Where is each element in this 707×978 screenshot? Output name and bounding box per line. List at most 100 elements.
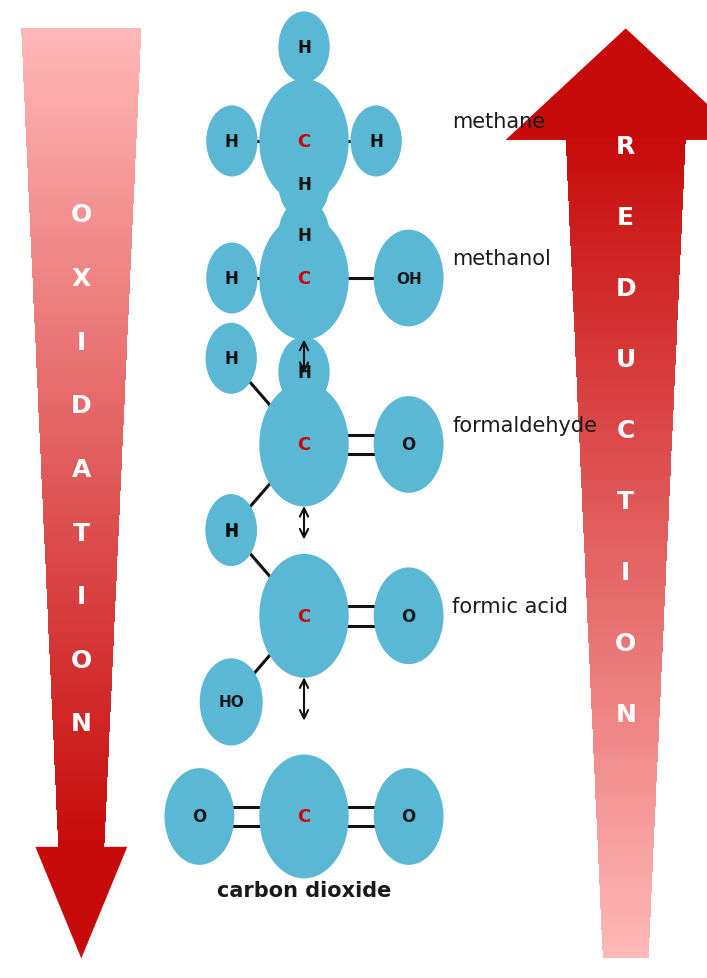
Polygon shape: [40, 430, 123, 434]
Polygon shape: [31, 250, 132, 254]
Polygon shape: [40, 434, 123, 438]
Polygon shape: [588, 640, 663, 644]
Circle shape: [374, 769, 443, 865]
Polygon shape: [595, 782, 657, 786]
Polygon shape: [53, 729, 110, 733]
Circle shape: [374, 231, 443, 327]
Polygon shape: [27, 160, 136, 164]
Polygon shape: [568, 178, 684, 182]
Polygon shape: [588, 627, 663, 632]
Polygon shape: [54, 757, 108, 761]
Polygon shape: [588, 619, 664, 623]
Text: H: H: [297, 176, 311, 194]
Polygon shape: [57, 830, 105, 834]
Polygon shape: [578, 403, 674, 407]
Polygon shape: [24, 99, 139, 103]
Polygon shape: [52, 716, 110, 720]
Text: H: H: [297, 227, 311, 244]
Polygon shape: [579, 435, 672, 439]
Polygon shape: [25, 119, 137, 123]
Polygon shape: [57, 802, 106, 806]
Polygon shape: [57, 819, 105, 822]
Polygon shape: [575, 349, 676, 353]
Polygon shape: [49, 655, 113, 659]
Polygon shape: [577, 390, 674, 394]
Polygon shape: [36, 356, 127, 361]
Polygon shape: [38, 401, 124, 406]
Text: I: I: [76, 585, 86, 608]
Polygon shape: [601, 917, 650, 921]
Polygon shape: [23, 78, 139, 82]
Polygon shape: [581, 472, 670, 476]
Polygon shape: [585, 557, 667, 562]
Polygon shape: [42, 479, 121, 483]
Polygon shape: [47, 610, 115, 614]
Polygon shape: [36, 361, 127, 365]
Polygon shape: [583, 521, 668, 525]
Text: D: D: [615, 277, 636, 300]
Polygon shape: [591, 701, 660, 705]
Polygon shape: [33, 279, 130, 283]
Polygon shape: [38, 410, 124, 414]
Polygon shape: [47, 585, 116, 590]
Polygon shape: [22, 37, 141, 42]
Polygon shape: [596, 807, 655, 812]
Circle shape: [259, 217, 349, 340]
Polygon shape: [23, 54, 140, 58]
Polygon shape: [583, 505, 669, 509]
Circle shape: [279, 337, 329, 408]
Polygon shape: [578, 394, 674, 398]
Polygon shape: [597, 827, 655, 831]
Polygon shape: [53, 736, 110, 740]
Polygon shape: [37, 377, 126, 380]
Text: O: O: [71, 203, 92, 227]
Polygon shape: [28, 193, 134, 197]
Polygon shape: [574, 325, 677, 329]
Polygon shape: [39, 422, 124, 425]
Polygon shape: [52, 704, 111, 708]
Polygon shape: [568, 202, 683, 206]
Polygon shape: [57, 806, 106, 810]
Polygon shape: [567, 165, 684, 169]
Polygon shape: [586, 591, 665, 595]
Polygon shape: [566, 157, 685, 161]
Text: R: R: [616, 135, 636, 158]
Polygon shape: [49, 635, 114, 639]
Polygon shape: [52, 695, 111, 700]
Polygon shape: [37, 385, 125, 389]
Polygon shape: [575, 333, 677, 337]
Polygon shape: [593, 737, 658, 741]
Polygon shape: [47, 594, 116, 598]
Polygon shape: [595, 795, 656, 799]
Polygon shape: [585, 578, 666, 582]
Polygon shape: [58, 834, 105, 839]
Polygon shape: [570, 235, 682, 239]
Polygon shape: [28, 176, 135, 181]
Polygon shape: [594, 758, 658, 762]
Polygon shape: [22, 42, 141, 46]
Polygon shape: [48, 622, 115, 626]
Polygon shape: [54, 749, 109, 753]
Text: HO: HO: [218, 694, 244, 710]
Polygon shape: [46, 577, 117, 581]
Text: formic acid: formic acid: [452, 597, 568, 616]
Polygon shape: [592, 734, 659, 737]
Polygon shape: [583, 525, 668, 529]
Polygon shape: [56, 794, 107, 798]
Polygon shape: [37, 393, 125, 397]
Polygon shape: [31, 254, 132, 258]
Polygon shape: [573, 288, 679, 292]
Polygon shape: [572, 284, 679, 288]
Polygon shape: [589, 644, 662, 647]
Polygon shape: [52, 691, 111, 695]
Polygon shape: [52, 720, 110, 725]
Polygon shape: [36, 352, 127, 356]
Polygon shape: [571, 239, 681, 244]
Polygon shape: [30, 238, 132, 242]
Text: H: H: [369, 133, 383, 151]
Polygon shape: [586, 587, 665, 591]
Polygon shape: [600, 906, 651, 910]
Polygon shape: [30, 213, 133, 217]
Polygon shape: [28, 181, 134, 185]
Polygon shape: [40, 438, 123, 442]
